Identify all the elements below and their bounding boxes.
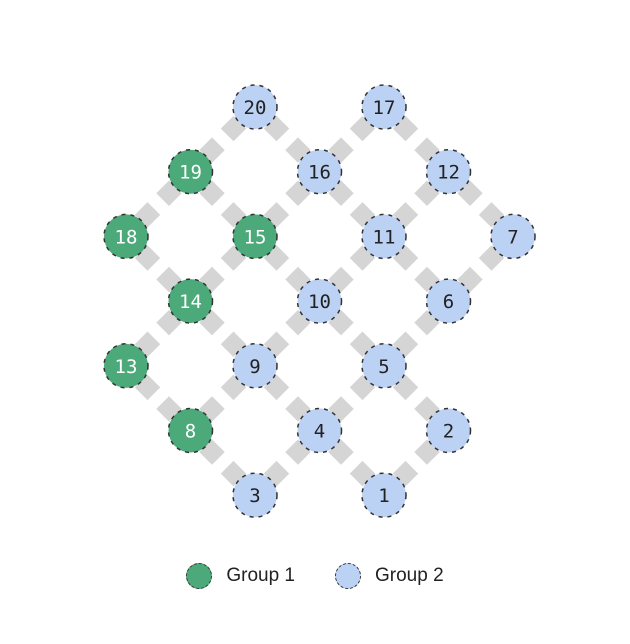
edge-4-1 [328,439,376,487]
node-4: 4 [296,407,343,454]
node-label: 11 [373,226,396,248]
node-circle [490,213,536,260]
legend-item-group-1: Group 1 [186,563,295,589]
node-circle [425,148,472,195]
node-circle [425,407,472,454]
edge-13-8 [134,374,182,422]
edge-17-12 [392,115,440,163]
node-circle [232,343,278,389]
node-20: 20 [232,84,278,130]
node-9: 9 [232,343,278,389]
node-14: 14 [167,278,214,324]
node-13: 13 [103,343,149,389]
node-circle [103,343,149,389]
node-10: 10 [296,278,343,324]
node-3: 3 [232,472,278,518]
node-circle [167,407,214,454]
node-label: 2 [443,421,454,443]
node-circle [296,278,343,324]
node-label: 9 [249,356,260,378]
node-circle [361,343,407,389]
node-label: 20 [244,97,267,119]
node-8: 8 [167,407,214,454]
node-label: 12 [437,162,460,184]
node-16: 16 [296,148,343,195]
node-circle [232,84,278,130]
node-label: 16 [308,162,331,184]
node-5: 5 [361,343,407,389]
node-label: 5 [378,356,389,378]
node-15: 15 [232,213,278,260]
node-circle [167,278,214,324]
edge-15-10 [263,245,311,293]
node-circle [167,148,214,195]
node-circle [296,407,343,454]
node-11: 11 [361,213,407,260]
node-19: 19 [167,148,214,195]
node-label: 4 [314,421,325,443]
edge-20-16 [263,115,311,163]
node-circle [425,278,472,324]
node-7: 7 [490,213,536,260]
node-circle [361,84,407,130]
legend-item-group-2: Group 2 [335,563,444,589]
node-label: 17 [373,97,396,119]
node-label: 7 [507,226,518,248]
legend: Group 1 Group 2 [0,556,630,596]
node-label: 19 [179,162,202,184]
node-circle [361,472,407,518]
node-label: 14 [179,291,202,313]
edge-8-3 [199,439,247,487]
node-6: 6 [425,278,472,324]
edge-18-14 [134,245,182,293]
node-layer: 20 17 19 16 12 18 15 11 7 14 10 6 13 9 5 8 4 2 3 1 [103,84,536,518]
node-label: 1 [378,485,389,507]
node-1: 1 [361,472,407,518]
edge-5-2 [392,374,440,422]
edge-14-9 [199,309,247,357]
edge-9-4 [263,374,311,422]
node-label: 10 [308,291,331,313]
node-12: 12 [425,148,472,195]
legend-label-group-2: Group 2 [375,565,444,586]
node-label: 6 [443,291,454,313]
node-circle [103,213,149,260]
node-circle [232,472,278,518]
edge-19-15 [199,180,247,228]
node-label: 3 [249,485,260,507]
edge-11-6 [392,245,440,293]
edge-16-11 [328,180,376,228]
node-circle [296,148,343,195]
legend-swatch-group-1 [186,563,213,589]
node-label: 15 [244,226,267,248]
node-label: 8 [185,421,196,443]
node-2: 2 [425,407,472,454]
node-circle [361,213,407,260]
node-17: 17 [361,84,407,130]
edge-10-5 [328,309,376,357]
legend-swatch-group-2 [335,563,361,589]
node-circle [232,213,278,260]
node-18: 18 [103,213,149,260]
node-label: 18 [115,226,138,248]
grid-diagram: 20 17 19 16 12 18 15 11 7 14 10 6 13 9 5 8 4 2 3 1 [103,84,536,518]
legend-label-group-1: Group 1 [226,565,295,586]
edge-12-7 [457,180,505,228]
node-label: 13 [115,356,138,378]
